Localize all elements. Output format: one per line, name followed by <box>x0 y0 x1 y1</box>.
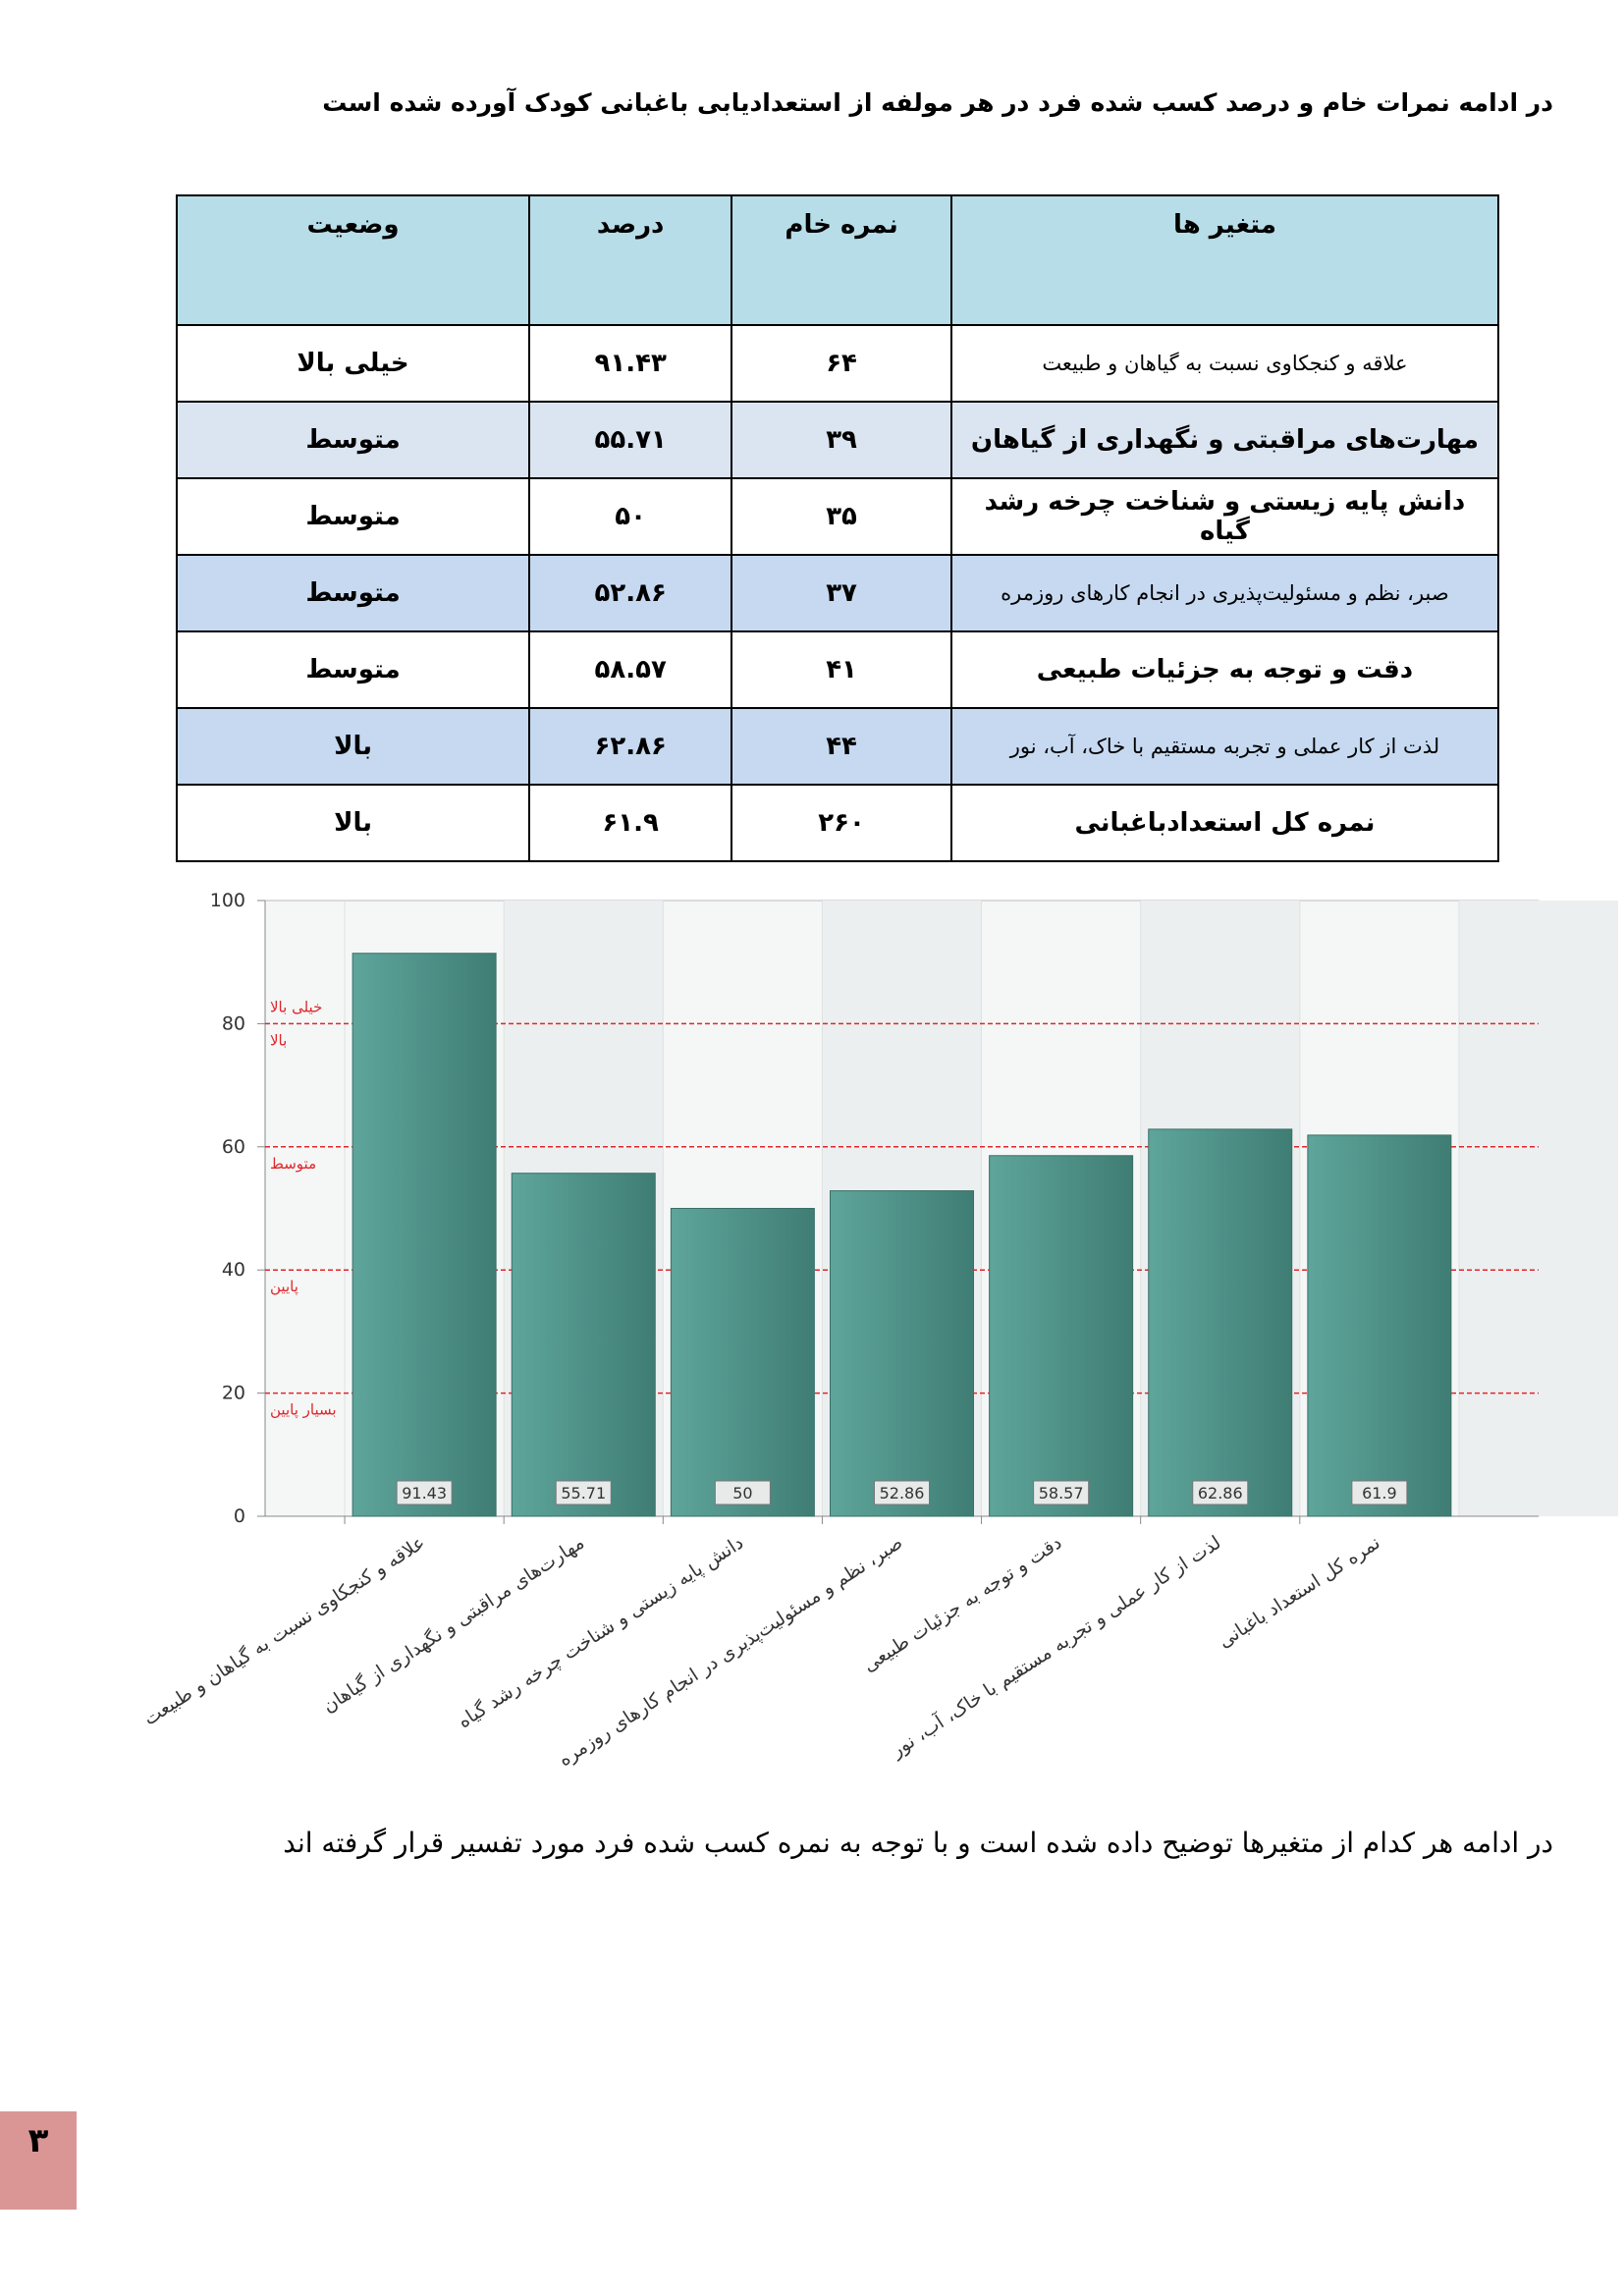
value-label: 91.43 <box>402 1484 447 1503</box>
value-label-box <box>874 1480 930 1505</box>
value-label: 62.86 <box>1198 1484 1243 1503</box>
x-tick-label: نمره کل استعداد باغبانی <box>1215 1532 1384 1653</box>
header-cell: نمره خام <box>731 194 952 326</box>
table-cell: ۴۴ <box>731 707 952 786</box>
page-number: ۳ <box>0 2111 77 2210</box>
closing-text: در ادامه هر کدام از متغیرها توضیح داده ش… <box>283 1827 1553 1859</box>
table-cell: بالا <box>175 784 531 862</box>
table-cell: علاقه و کنجکاوی نسبت به گیاهان و طبیعت <box>949 324 1500 403</box>
table-cell: ۵۵.۷۱ <box>528 401 733 479</box>
intro-text: در ادامه نمرات خام و درصد کسب شده فرد در… <box>322 88 1553 117</box>
x-tick-label: صبر، نظم و مسئولیت‌پذیری در انجام کارهای… <box>555 1532 906 1771</box>
bar <box>1148 1128 1293 1517</box>
bar <box>1307 1134 1452 1517</box>
x-tick-label: دانش پایه زیستی و شناخت چرخه رشد گیاه <box>454 1531 747 1732</box>
table-cell: ۵۰ <box>528 477 733 556</box>
table-cell: ۳۹ <box>731 401 952 479</box>
header-row: متغیر ها نمره خام درصد وضعیت <box>175 194 1500 326</box>
value-label: 50 <box>732 1484 752 1503</box>
reference-label: بالا <box>270 1031 287 1049</box>
value-label-box <box>1192 1480 1249 1505</box>
reference-label: بسیار پایین <box>270 1401 337 1420</box>
table-cell: ۴۱ <box>731 630 952 709</box>
y-tick-label: 0 <box>234 1505 245 1527</box>
bar <box>830 1190 974 1517</box>
reference-label: متوسط <box>270 1155 316 1173</box>
value-label-box <box>1351 1480 1408 1505</box>
value-label-box <box>714 1480 771 1505</box>
table-row: دانش پایه زیستی و شناخت چرخه رشد گیاه ۳۵ ۵… <box>175 477 1500 556</box>
table-cell: نمره کل استعدادباغبانی <box>949 784 1500 862</box>
bar <box>989 1155 1134 1517</box>
table-cell: ۳۵ <box>731 477 952 556</box>
x-tick-label: لذت از کار عملی و تجربه مستقیم با خاک، آ… <box>886 1530 1225 1762</box>
table-cell: ۹۱.۴۳ <box>528 324 733 403</box>
table-cell: دقت و توجه به جزئیات طبیعی <box>949 630 1500 709</box>
value-label: 52.86 <box>880 1484 925 1503</box>
bar <box>352 953 497 1517</box>
y-tick-label: 60 <box>222 1136 245 1158</box>
table-cell: متوسط <box>175 401 531 479</box>
table-row: دقت و توجه به جزئیات طبیعی ۴۱ ۵۸.۵۷ متوسط <box>175 630 1500 709</box>
table-cell: ۶۲.۸۶ <box>528 707 733 786</box>
bar <box>670 1208 815 1517</box>
table-row: لذت از کار عملی و تجربه مستقیم با خاک، آ… <box>175 707 1500 786</box>
table-row: صبر، نظم و مسئولیت‌پذیری در انجام کارهای… <box>175 554 1500 632</box>
table-cell: ۶۱.۹ <box>528 784 733 862</box>
y-tick-label: 80 <box>222 1012 245 1034</box>
table-cell: ۶۴ <box>731 324 952 403</box>
table-cell: متوسط <box>175 630 531 709</box>
y-tick-label: 100 <box>210 890 245 911</box>
value-label-box <box>1033 1480 1090 1505</box>
score-table: متغیر ها نمره خام درصد وضعیت علاقه و کنجکاوی… <box>175 194 1500 862</box>
table-row: نمره کل استعدادباغبانی ۲۶۰ ۶۱.۹ بالا <box>175 784 1500 862</box>
value-label: 55.71 <box>561 1484 606 1503</box>
table-cell: بالا <box>175 707 531 786</box>
x-tick-label: علاقه و کنجکاوی نسبت به گیاهان و طبیعت <box>139 1531 429 1730</box>
table-cell: لذت از کار عملی و تجربه مستقیم با خاک، آ… <box>949 707 1500 786</box>
table-cell: دانش پایه زیستی و شناخت چرخه رشد گیاه <box>949 477 1500 556</box>
table-cell: صبر، نظم و مسئولیت‌پذیری در انجام کارهای… <box>949 554 1500 632</box>
header-cell: درصد <box>528 194 733 326</box>
table-cell: متوسط <box>175 554 531 632</box>
reference-label: پایین <box>270 1278 298 1296</box>
stripe <box>1458 901 1619 1516</box>
value-label: 58.57 <box>1039 1484 1084 1503</box>
reference-label: خیلی بالا <box>270 998 322 1015</box>
header-cell: وضعیت <box>175 194 531 326</box>
table-cell: ۵۲.۸۶ <box>528 554 733 632</box>
table-cell: ۲۶۰ <box>731 784 952 862</box>
value-label-box <box>555 1480 612 1505</box>
y-tick-label: 20 <box>222 1383 245 1404</box>
bar <box>511 1173 656 1517</box>
table-cell: مهارت‌های مراقبتی و نگهداری از گیاهان <box>949 401 1500 479</box>
table-row: علاقه و کنجکاوی نسبت به گیاهان و طبیعت ۶۴… <box>175 324 1500 403</box>
y-tick-label: 40 <box>222 1259 245 1281</box>
table-cell: ۵۸.۵۷ <box>528 630 733 709</box>
table-cell: ۳۷ <box>731 554 952 632</box>
header-cell: متغیر ها <box>949 194 1500 326</box>
x-tick-label: مهارت‌های مراقبتی و نگهداری از گیاهان <box>318 1531 588 1718</box>
table-cell: متوسط <box>175 477 531 556</box>
value-label-box <box>396 1480 453 1505</box>
table-row: مهارت‌های مراقبتی و نگهداری از گیاهان ۳۹ ۵… <box>175 401 1500 479</box>
value-label: 61.9 <box>1362 1484 1397 1503</box>
chart: 0 20 40 60 80 100 بسیار پایین پایین متوسط بالا خیل… <box>139 890 1619 1771</box>
table-cell: خیلی بالا <box>175 324 531 403</box>
